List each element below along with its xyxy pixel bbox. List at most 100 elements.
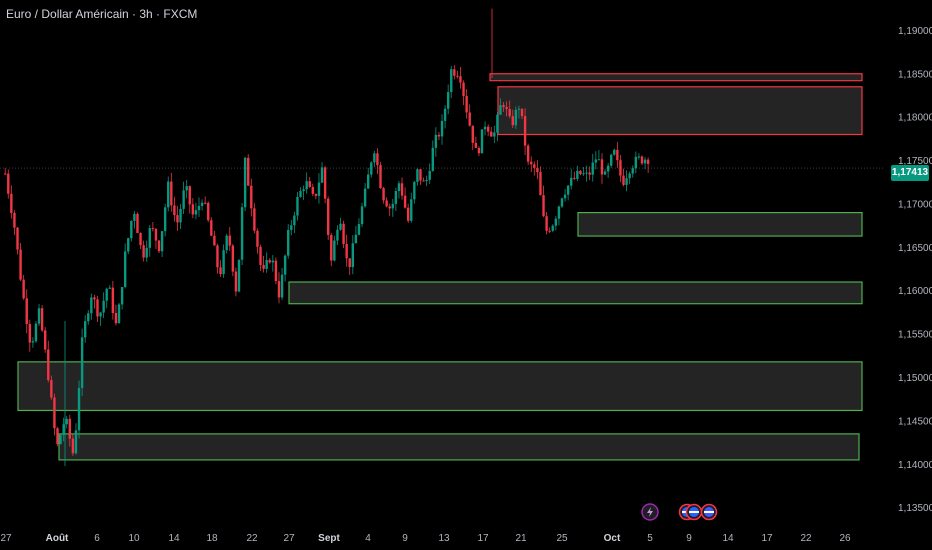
candle-body <box>557 206 561 219</box>
candle-body <box>486 126 490 132</box>
candle-body <box>493 132 496 137</box>
x-tick-label: 22 <box>246 533 258 544</box>
candle-body <box>105 288 108 301</box>
candle-body <box>240 207 244 260</box>
candle-body <box>400 183 404 196</box>
price-axis[interactable]: 1,19000 1,18500 1,18000 1,17500 1,17000 1,165… <box>898 26 932 514</box>
candle-body <box>74 430 78 454</box>
candle-body <box>465 96 468 113</box>
x-tick-label: 27 <box>283 533 295 544</box>
candle-body <box>554 218 558 226</box>
eu-flag-icon[interactable] <box>685 503 703 521</box>
candle-body <box>203 202 207 204</box>
candle-body <box>96 299 99 317</box>
x-tick-label: 13 <box>438 533 450 544</box>
candle-body <box>271 260 275 263</box>
candle-body <box>311 187 315 194</box>
candle-body <box>22 279 25 299</box>
candle-body <box>502 105 505 108</box>
candle-body <box>471 125 474 143</box>
time-axis[interactable]: 27 Août 6 10 14 18 22 27 Sept 4 9 13 17 21 25 Oct 5 9 14 17… <box>0 533 851 544</box>
candle-body <box>130 220 133 239</box>
us-flag-icon[interactable] <box>700 503 718 521</box>
supply-zone[interactable] <box>497 86 863 136</box>
candle-body <box>50 380 53 398</box>
y-tick-label: 1,13500 <box>898 503 932 514</box>
candle-body <box>576 170 579 179</box>
candle-body <box>333 240 336 261</box>
candle-body <box>551 225 554 231</box>
symbol-title[interactable]: Euro / Dollar Américain · 3h · FXCM <box>6 7 198 21</box>
candle-body <box>219 267 222 275</box>
candle-body <box>210 220 213 236</box>
candle-body <box>170 181 173 206</box>
candle-body <box>499 105 502 115</box>
x-tick-label: 21 <box>515 533 527 544</box>
candle-body <box>413 181 416 200</box>
candle-body <box>274 260 278 282</box>
candle-body <box>302 189 305 192</box>
candle-body <box>563 194 567 199</box>
x-tick-label: 14 <box>722 533 734 544</box>
x-tick-label: 6 <box>94 533 100 544</box>
candle-body <box>268 260 271 263</box>
candle-body <box>287 229 290 256</box>
candle-body <box>182 190 185 209</box>
candle-body <box>450 69 453 93</box>
candle-body <box>330 234 333 261</box>
candle-body <box>222 250 225 275</box>
candle-body <box>283 255 287 275</box>
candle-body <box>296 196 299 216</box>
candle-body <box>317 182 321 196</box>
candle-body <box>71 438 75 454</box>
candle-body <box>468 112 471 126</box>
events-layer[interactable] <box>641 503 718 521</box>
candle-body <box>197 205 201 211</box>
candle-body <box>505 107 508 110</box>
y-tick-label: 1,18000 <box>898 113 932 124</box>
supply-zone[interactable] <box>489 73 863 82</box>
candle-body <box>431 147 434 171</box>
candle-body <box>234 271 238 292</box>
candle-body <box>477 147 481 154</box>
candle-body <box>542 195 545 217</box>
candle-body <box>339 223 342 230</box>
candle-body <box>514 109 518 126</box>
candle-body <box>446 92 450 109</box>
x-tick-label: 5 <box>647 533 653 544</box>
candle-body <box>382 188 385 201</box>
candle-body <box>613 149 616 155</box>
x-tick-label: 9 <box>686 533 692 544</box>
candle-body <box>265 260 268 269</box>
candle-body <box>28 323 32 343</box>
demand-zone[interactable] <box>58 433 860 461</box>
candle-body <box>80 337 84 388</box>
candle-body <box>83 321 87 338</box>
candle-body <box>573 177 576 179</box>
candle-body <box>625 178 628 185</box>
candle-body <box>77 387 81 431</box>
candle-body <box>600 159 604 175</box>
candle-body <box>163 207 167 232</box>
lightning-icon[interactable] <box>641 503 659 521</box>
candle-body <box>47 349 50 381</box>
candle-body <box>179 208 182 223</box>
candle-body <box>410 199 413 221</box>
demand-zone[interactable] <box>17 361 863 412</box>
candle-body <box>366 174 370 189</box>
demand-zone[interactable] <box>577 212 863 237</box>
demand-zone[interactable] <box>288 281 863 305</box>
candle-body <box>422 180 425 182</box>
x-tick-label: Août <box>46 533 69 544</box>
candle-body <box>640 156 644 164</box>
candle-body <box>68 418 71 439</box>
candle-body <box>176 215 179 223</box>
candle-body <box>259 246 262 265</box>
candle-body <box>136 213 139 234</box>
candle-body <box>207 202 210 221</box>
candle-body <box>570 177 573 186</box>
y-tick-label: 1,19000 <box>898 26 932 37</box>
candle-body <box>385 200 388 207</box>
candle-body <box>290 225 293 230</box>
